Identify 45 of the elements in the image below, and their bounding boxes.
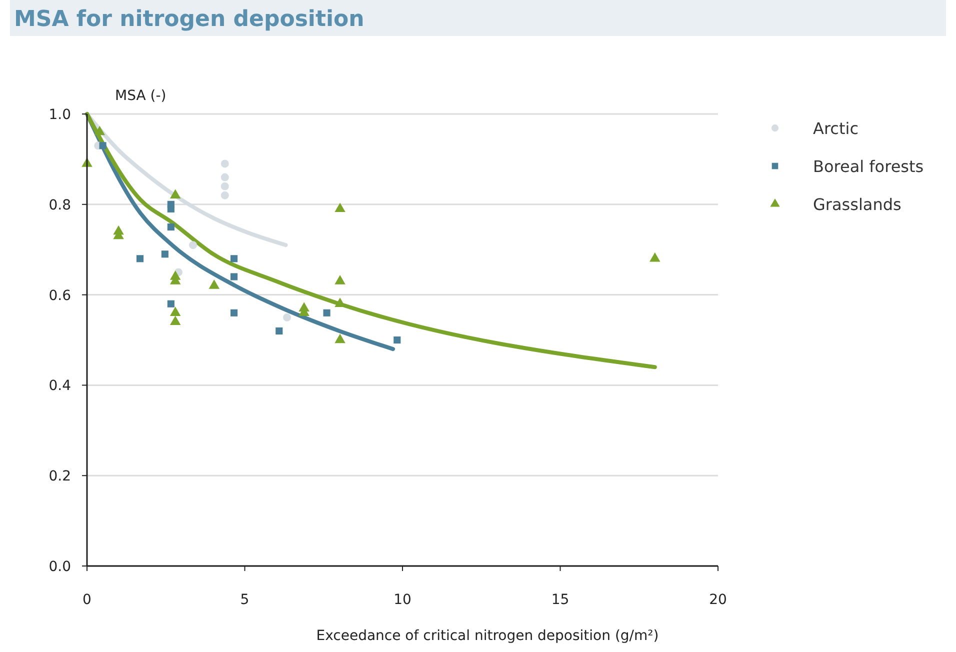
- legend-label: Boreal forests: [813, 157, 924, 176]
- chart-title: MSA for nitrogen deposition: [14, 7, 364, 32]
- x-tick-label: 10: [394, 592, 412, 608]
- point: [136, 255, 144, 262]
- point: [220, 160, 229, 168]
- y-tick-label: 0.0: [48, 559, 71, 575]
- point: [208, 280, 220, 289]
- point: [230, 309, 238, 316]
- y-tick-label: 1.0: [48, 107, 71, 123]
- point: [167, 223, 174, 231]
- point: [189, 241, 197, 250]
- y-tick-label: 0.6: [48, 288, 72, 304]
- point: [230, 255, 238, 262]
- x-tick-label: 15: [551, 592, 570, 608]
- point: [394, 336, 401, 344]
- y-axis-title: MSA (-): [115, 88, 166, 104]
- point: [650, 252, 660, 262]
- point: [99, 142, 106, 150]
- point: [276, 327, 283, 334]
- point: [161, 250, 168, 258]
- legend-label: Grasslands: [813, 195, 902, 214]
- y-tick-label: 0.8: [48, 197, 71, 214]
- y-tick-label: 0.2: [48, 468, 71, 485]
- point: [334, 334, 346, 344]
- point: [170, 189, 181, 198]
- point: [323, 309, 330, 316]
- line-series: [85, 112, 657, 370]
- point: [230, 273, 238, 280]
- x-axis-title: Exceedance of critical nitrogen deposition (g/m²): [316, 628, 659, 644]
- point: [220, 191, 229, 200]
- point: [334, 202, 346, 212]
- point: [334, 275, 346, 284]
- legend-label: Arctic: [813, 119, 858, 138]
- point: [220, 182, 229, 190]
- point: [283, 313, 292, 322]
- x-tick-label: 20: [709, 592, 727, 608]
- point: [170, 316, 181, 326]
- x-tick-label: 5: [240, 592, 250, 608]
- point: [220, 173, 229, 182]
- y-tick-label: 0.4: [48, 378, 72, 394]
- x-tick-label: 0: [82, 592, 92, 608]
- point: [170, 306, 181, 316]
- point: [94, 126, 105, 136]
- point: [167, 205, 174, 212]
- point: [167, 300, 174, 308]
